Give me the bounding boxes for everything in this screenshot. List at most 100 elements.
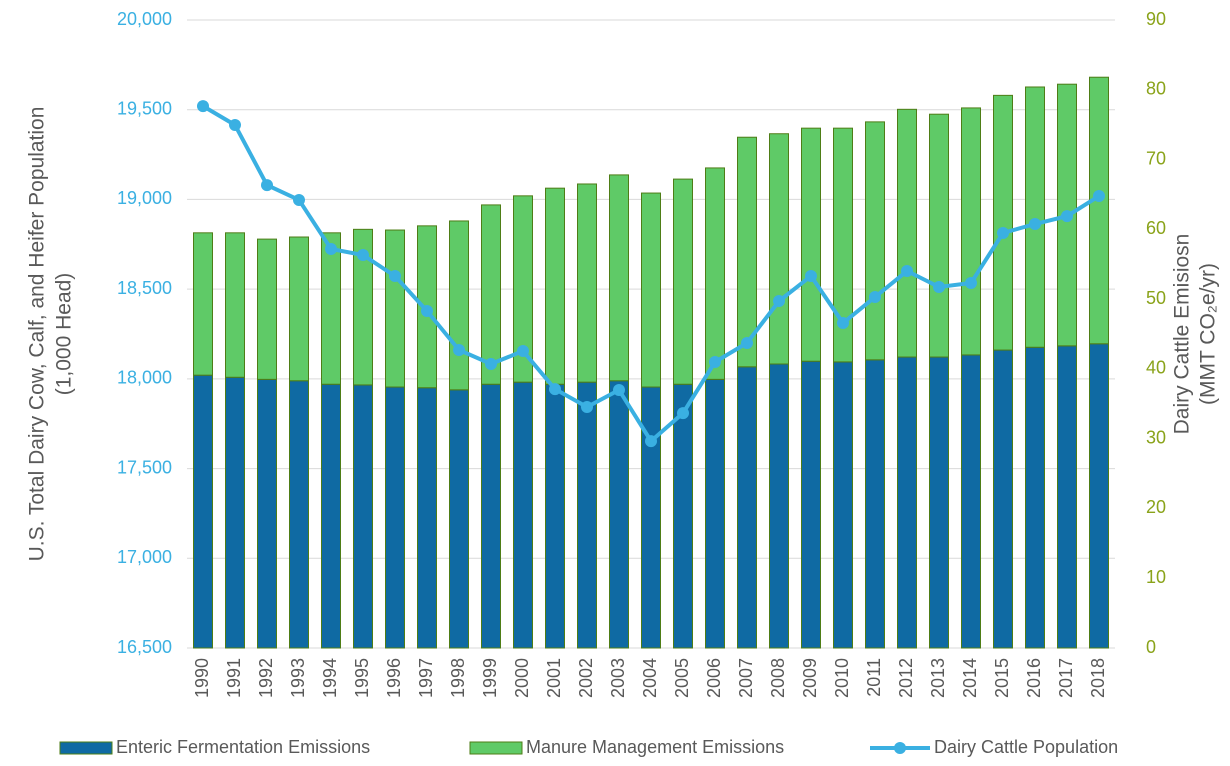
- point: [965, 277, 977, 290]
- x-tick-label: 2003: [608, 658, 628, 698]
- x-tick-label: 2008: [768, 658, 788, 698]
- y-tick-label: 16,500: [117, 637, 172, 657]
- point: [421, 305, 433, 318]
- x-tick-label: 2005: [672, 658, 692, 698]
- bar: [257, 378, 277, 649]
- y-tick-label: 18,500: [117, 278, 172, 298]
- x-tick-label: 2014: [960, 658, 980, 698]
- y-tick-label: 20,000: [117, 9, 172, 29]
- bar: [353, 384, 373, 649]
- x-tick-label: 1997: [416, 658, 436, 698]
- bar: [225, 232, 245, 378]
- y2-tick-label: 0: [1146, 637, 1156, 657]
- legend-label: Dairy Cattle Population: [934, 737, 1118, 757]
- bar: [865, 359, 885, 649]
- y2-axis-title: Dairy Cattle Emisiosn: [1171, 234, 1194, 435]
- y-tick-label: 17,000: [117, 547, 172, 567]
- bar: [673, 178, 693, 385]
- x-tick-label: 2018: [1088, 658, 1108, 698]
- bar: [737, 366, 757, 649]
- x-tick-label: 1992: [256, 658, 276, 698]
- point: [837, 317, 849, 330]
- point: [581, 401, 593, 414]
- bar: [929, 113, 949, 358]
- y2-tick-label: 90: [1146, 9, 1166, 29]
- x-tick-label: 2013: [928, 658, 948, 698]
- bar: [961, 107, 981, 356]
- point: [517, 345, 529, 358]
- point: [901, 265, 913, 278]
- bar: [449, 220, 469, 391]
- point: [1093, 190, 1105, 203]
- point: [261, 179, 273, 192]
- bar: [385, 386, 405, 649]
- point: [613, 383, 625, 396]
- bar: [801, 360, 821, 649]
- bar: [321, 383, 341, 649]
- y2-tick-label: 60: [1146, 218, 1166, 238]
- y-tick-label: 17,500: [117, 457, 172, 477]
- x-tick-label: 2010: [832, 658, 852, 698]
- y2-tick-label: 50: [1146, 288, 1166, 308]
- y2-tick-label: 80: [1146, 79, 1166, 99]
- y-tick-label: 19,500: [117, 98, 172, 118]
- x-tick-label: 1990: [192, 658, 212, 698]
- point: [197, 100, 209, 113]
- bar: [641, 386, 661, 649]
- point: [997, 226, 1009, 239]
- x-tick-label: 1994: [320, 658, 340, 698]
- bar: [321, 232, 341, 385]
- x-tick-label: 1993: [288, 658, 308, 698]
- x-tick-label: 2011: [864, 658, 884, 697]
- y-axis-title: (1,000 Head): [53, 273, 76, 396]
- point: [357, 249, 369, 262]
- bar: [897, 356, 917, 649]
- bar: [769, 133, 789, 365]
- bar: [609, 380, 629, 649]
- y2-tick-label: 40: [1146, 358, 1166, 378]
- y2-tick-label: 30: [1146, 427, 1166, 447]
- y-axis-title: U.S. Total Dairy Cow, Calf, and Heifer P…: [26, 107, 49, 562]
- bar: [929, 356, 949, 649]
- y2-tick-label: 10: [1146, 567, 1166, 587]
- point: [709, 355, 721, 368]
- point: [229, 118, 241, 131]
- bar: [545, 383, 565, 649]
- x-tick-label: 1996: [384, 658, 404, 698]
- bar: [1089, 343, 1109, 649]
- point: [805, 270, 817, 283]
- point: [773, 294, 785, 307]
- bar: [833, 361, 853, 649]
- bar: [705, 167, 725, 380]
- bar: [609, 174, 629, 382]
- x-tick-label: 2017: [1056, 658, 1076, 698]
- bar: [577, 183, 597, 383]
- point: [325, 242, 337, 255]
- x-tick-label: 1999: [480, 658, 500, 698]
- bar: [225, 376, 245, 649]
- bar: [289, 236, 309, 382]
- legend-swatch: [894, 742, 906, 754]
- x-tick-label: 2012: [896, 658, 916, 698]
- bar: [865, 121, 885, 361]
- point: [549, 383, 561, 396]
- bar: [545, 187, 565, 385]
- point: [645, 435, 657, 448]
- x-tick-label: 2009: [800, 658, 820, 698]
- bar: [577, 381, 597, 649]
- point: [1061, 210, 1073, 223]
- point: [869, 291, 881, 304]
- bar: [289, 380, 309, 649]
- bar: [353, 228, 373, 386]
- point: [389, 270, 401, 283]
- y2-tick-label: 20: [1146, 497, 1166, 517]
- x-tick-label: 2007: [736, 658, 756, 698]
- bar: [961, 354, 981, 649]
- bar: [481, 383, 501, 649]
- bar: [737, 136, 757, 368]
- bar: [481, 204, 501, 385]
- bar: [257, 238, 277, 380]
- x-tick-label: 1995: [352, 658, 372, 698]
- bar: [417, 387, 437, 649]
